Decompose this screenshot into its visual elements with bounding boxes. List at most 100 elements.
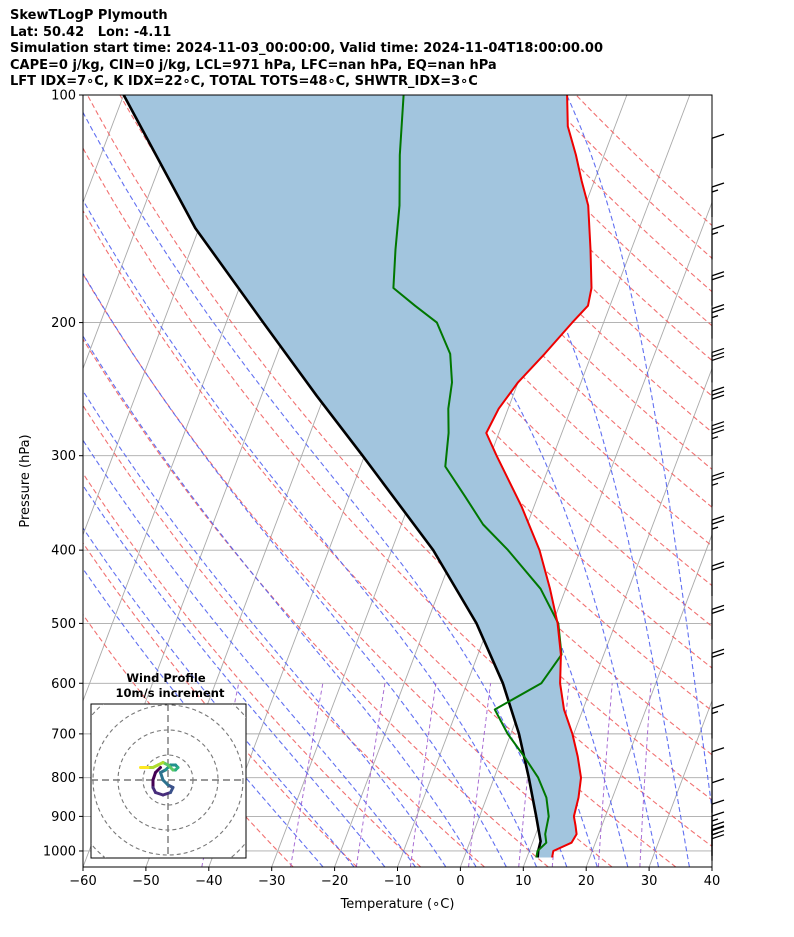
barb-flag (711, 429, 725, 435)
y-tick-label: 900 (51, 810, 76, 825)
moist-adiabat (83, 527, 355, 867)
wind-barb (711, 133, 725, 169)
wind-barb (711, 386, 725, 422)
simulation-times: Simulation start time: 2024-11-03_00:00:… (10, 41, 603, 57)
moist-adiabat (428, 95, 690, 867)
barb-half-flag (711, 710, 719, 715)
dry-adiabat (282, 95, 712, 547)
wind-barb (711, 182, 725, 217)
barb-flag (711, 421, 725, 427)
temperature-line (485, 95, 593, 858)
isotherm-line (83, 95, 187, 370)
cin-cape-shading (123, 95, 592, 858)
wind-barb (711, 604, 725, 640)
y-tick-label: 500 (51, 617, 76, 632)
isotherm-line (648, 699, 712, 867)
barb-flag (711, 561, 725, 567)
barb-half-flag (711, 231, 719, 236)
barb-flag (711, 778, 725, 784)
dry-adiabat (314, 95, 712, 508)
barb-half-flag (711, 818, 719, 822)
sounding-data (122, 95, 593, 858)
wind-barb (711, 821, 725, 856)
wind-barb (711, 826, 725, 861)
dry-adiabat (83, 147, 712, 848)
barb-flag (711, 307, 725, 314)
barb-flag (711, 747, 725, 753)
x-tick-label: 20 (578, 874, 595, 889)
wind-barb (711, 778, 725, 813)
barb-flag (711, 811, 725, 817)
wind-barb (711, 515, 725, 551)
barb-flag (711, 821, 725, 827)
y-tick-label: 600 (51, 677, 76, 692)
chart-title: SkewTLogP Plymouth (10, 8, 168, 23)
barb-flag (711, 355, 725, 362)
wind-barb (711, 747, 725, 782)
barb-flag (711, 182, 725, 188)
mixing-ratio-line (597, 683, 613, 867)
y-tick-label: 400 (51, 544, 76, 559)
barb-flag (711, 347, 725, 354)
mixing-ratio-line (518, 683, 539, 867)
hodograph-plot (91, 704, 246, 858)
mixing-ratio-line (468, 683, 492, 867)
barb-flag (711, 648, 725, 654)
barb-half-flag (711, 482, 719, 486)
dry-adiabat (83, 472, 422, 867)
barb-flag (711, 394, 725, 400)
dry-adiabat (83, 209, 677, 867)
wind-barb (711, 347, 725, 383)
wind-barb (711, 303, 725, 339)
barb-flag (711, 799, 725, 805)
y-tick-label: 700 (51, 727, 76, 742)
barb-flag (711, 826, 725, 832)
wind-barb (711, 648, 725, 684)
x-tick-label: −10 (384, 874, 411, 889)
moist-adiabat (566, 95, 712, 812)
isotherm-line (459, 201, 712, 867)
barb-flag (711, 608, 725, 615)
barb-flag (711, 471, 725, 477)
wind-barb (711, 561, 725, 597)
barb-flag (711, 703, 725, 710)
barb-flag (711, 351, 725, 358)
barb-half-flag (711, 314, 719, 319)
y-axis-label: Pressure (hPa) (18, 434, 33, 527)
barb-flag (711, 275, 725, 281)
stability-indices-1: CAPE=0 j/kg, CIN=0 j/kg, LCL=971 hPa, LF… (10, 57, 497, 73)
moist-adiabat (83, 335, 477, 867)
x-tick-label: −40 (195, 874, 222, 889)
x-axis-label: Temperature (∘C) (340, 897, 455, 912)
dewpoint-line (392, 95, 563, 858)
barb-half-flag (711, 189, 719, 193)
barb-flag (711, 425, 725, 431)
parcel-profile-line (122, 95, 542, 858)
dry-adiabat (347, 95, 712, 471)
x-tick-label: −20 (321, 874, 348, 889)
isotherm-line (711, 865, 712, 867)
barb-flag (711, 652, 725, 658)
x-tick-label: 30 (641, 874, 658, 889)
dry-adiabat (380, 95, 712, 433)
dry-adiabat (83, 542, 358, 867)
barb-half-flag (711, 436, 719, 440)
moist-adiabat (300, 95, 660, 867)
wind-barb (711, 703, 725, 739)
moist-adiabat (83, 272, 507, 867)
mixing-ratio-line (639, 683, 652, 867)
station-location: Lat: 50.42 Lon: -4.11 (10, 24, 172, 40)
wind-barb (711, 271, 725, 306)
barb-flag (711, 386, 725, 392)
moist-adiabat (83, 484, 386, 867)
x-tick-label: 40 (704, 874, 721, 889)
barb-half-flag (711, 526, 719, 530)
wind-barbs (711, 133, 725, 861)
moist-adiabat (83, 389, 447, 867)
y-tick-label: 200 (51, 316, 76, 331)
x-tick-label: 10 (515, 874, 532, 889)
hodograph-title: Wind Profile (126, 671, 206, 685)
y-tick-label: 800 (51, 771, 76, 786)
barb-half-flag (711, 832, 719, 836)
